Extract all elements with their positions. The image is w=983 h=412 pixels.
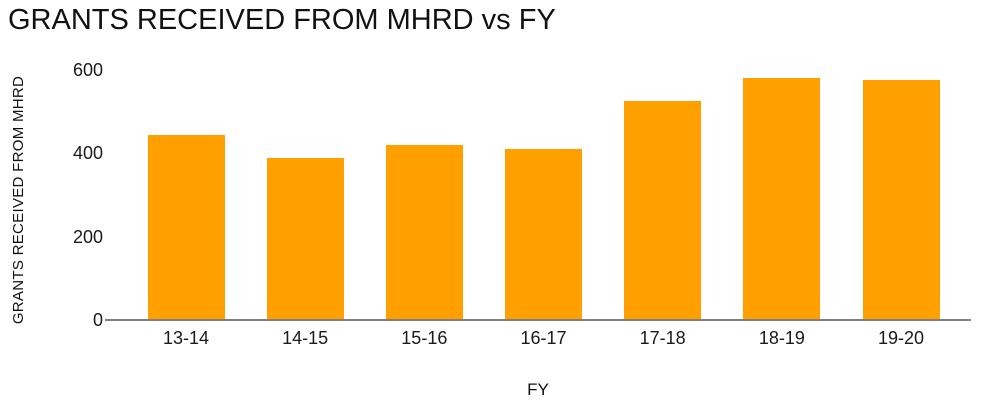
x-tick-label: 15-16 <box>401 328 448 348</box>
x-axis-line <box>105 319 971 321</box>
bar-15-16 <box>385 145 463 320</box>
y-tick-label: 200 <box>72 226 103 247</box>
x-tick-label: 14-15 <box>282 328 329 348</box>
bar-18-19 <box>743 78 821 320</box>
x-tick-label: 16-17 <box>520 328 567 348</box>
bar-14-15 <box>266 157 344 320</box>
x-tick-label: 13-14 <box>162 328 210 348</box>
bar-13-14 <box>147 134 225 320</box>
x-tick-label: 19-20 <box>877 328 925 348</box>
y-tick-label: 400 <box>72 143 103 164</box>
y-axis-title: GRANTS RECEIVED FROM MHRD <box>10 75 27 325</box>
x-tick-label: 17-18 <box>639 328 686 348</box>
bar-17-18 <box>624 101 702 320</box>
bar-19-20 <box>862 80 940 320</box>
x-tick-label: 18-19 <box>758 328 805 348</box>
y-tick-label: 0 <box>92 310 103 330</box>
y-tick-label: 600 <box>72 60 103 80</box>
x-axis-title: FY <box>527 380 549 399</box>
chart-title: GRANTS RECEIVED FROM MHRD vs FY <box>8 4 556 36</box>
bar-16-17 <box>505 149 582 320</box>
